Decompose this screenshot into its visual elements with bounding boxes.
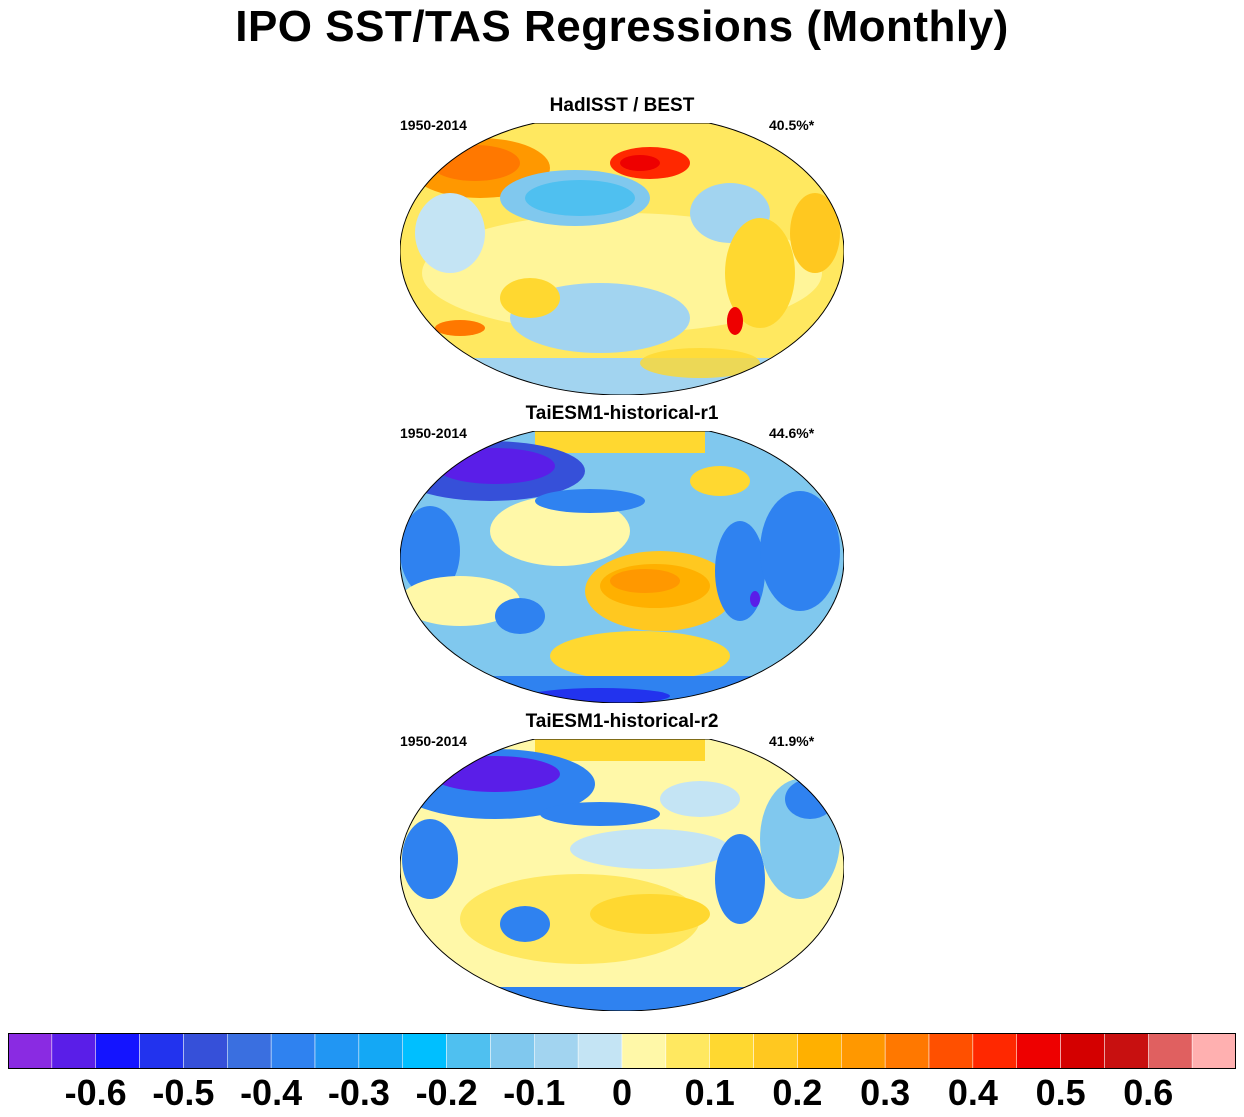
panel-title: TaiESM1-historical-r2 [525, 711, 719, 732]
colorbar-swatch [8, 1033, 53, 1069]
colorbar-swatch [95, 1033, 140, 1069]
colorbar-swatch [227, 1033, 272, 1069]
colorbar-tick-label: 0.3 [860, 1072, 911, 1113]
colorbar-swatch [709, 1033, 754, 1069]
panel-variance: 44.6%* [769, 425, 815, 441]
panel-period: 1950-2014 [400, 425, 467, 441]
colorbar-tick-label: -0.2 [415, 1072, 478, 1113]
colorbar-tick-label: 0.2 [772, 1072, 823, 1113]
colorbar-swatch [490, 1033, 535, 1069]
colorbar-swatch [402, 1033, 447, 1069]
colorbar-swatch [51, 1033, 96, 1069]
colorbar-swatch [797, 1033, 842, 1069]
colorbar-swatch [621, 1033, 667, 1069]
colorbar-swatch [928, 1033, 974, 1069]
colorbar-swatch [1104, 1033, 1149, 1069]
figure-title: IPO SST/TAS Regressions (Monthly) [235, 2, 1009, 51]
colorbar-swatch [972, 1033, 1017, 1069]
regression-map [400, 123, 844, 395]
colorbar-swatch [884, 1033, 930, 1069]
colorbar-tick-label: -0.3 [327, 1072, 390, 1113]
map-panel-taiesm1-r2: TaiESM1-historical-r2 1950-2014 41.9%* [380, 711, 864, 1011]
panel-period: 1950-2014 [400, 733, 467, 749]
panel-title: TaiESM1-historical-r1 [525, 403, 719, 424]
panel-period: 1950-2014 [400, 117, 467, 133]
colorbar-swatch [183, 1033, 228, 1069]
panel-variance: 41.9%* [769, 733, 815, 749]
colorbar-tick-label: -0.5 [152, 1072, 215, 1113]
colorbar-tick-label: -0.4 [240, 1072, 303, 1113]
colorbar-swatch [314, 1033, 360, 1069]
colorbar-swatch [270, 1033, 316, 1069]
colorbar-swatch [577, 1033, 623, 1069]
colorbar-tick-label: 0.6 [1123, 1072, 1174, 1113]
colorbar-tick-label: 0 [611, 1072, 633, 1113]
colorbar-tick-label: 0.1 [684, 1072, 735, 1113]
colorbar-tick-label: -0.1 [503, 1072, 566, 1113]
colorbar-tick-label: 0.5 [1035, 1072, 1086, 1113]
colorbar-swatch [665, 1033, 710, 1069]
regression-map [400, 431, 844, 703]
colorbar-swatch [753, 1033, 798, 1069]
colorbar-tick-label: 0.4 [947, 1072, 998, 1113]
colorbar-swatch [446, 1033, 491, 1069]
colorbar-swatch [1016, 1033, 1061, 1069]
colorbar [8, 1033, 1236, 1069]
colorbar-swatch [139, 1033, 184, 1069]
colorbar-swatch [1191, 1033, 1236, 1069]
colorbar-labels: -0.6 -0.5 -0.4 -0.3 -0.2 -0.1 0 0.1 0.2 0.3 0.4 0.5… [0, 1072, 1244, 1117]
colorbar-swatch [358, 1033, 403, 1069]
map-panel-taiesm1-r1: TaiESM1-historical-r1 1950-2014 44.6%* [380, 403, 864, 703]
regression-map [400, 739, 844, 1011]
panel-variance: 40.5%* [769, 117, 815, 133]
colorbar-swatch [841, 1033, 886, 1069]
colorbar-swatch [1060, 1033, 1105, 1069]
panel-title: HadISST / BEST [549, 95, 695, 116]
colorbar-tick-label: -0.6 [64, 1072, 127, 1113]
map-panel-hadisst: HadISST / BEST 1950-2014 40.5%* [380, 95, 864, 395]
colorbar-swatch [534, 1033, 579, 1069]
colorbar-frame [8, 1033, 1236, 1069]
colorbar-swatch [1148, 1033, 1193, 1069]
